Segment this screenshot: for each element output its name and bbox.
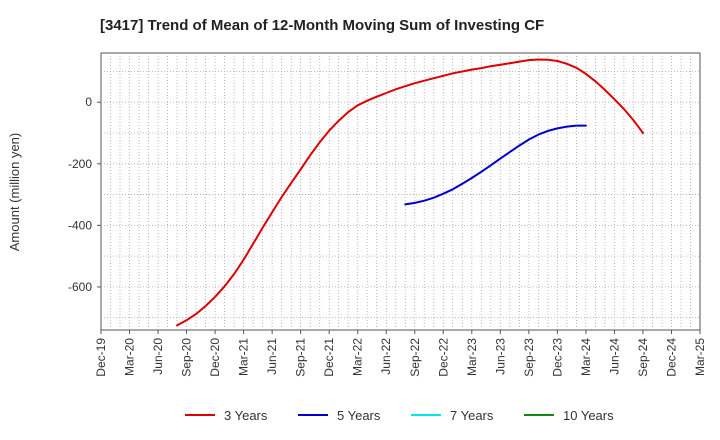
y-tick-label: -600: [68, 280, 92, 294]
legend-label: 5 Years: [337, 408, 381, 423]
x-tick-label: Dec-23: [550, 338, 564, 377]
legend-label: 3 Years: [224, 408, 268, 423]
legend-item-3-years: 3 Years: [185, 408, 268, 423]
x-tick-label: Sep-21: [294, 338, 308, 377]
x-tick-label: Mar-25: [693, 338, 707, 376]
x-tick-label: Jun-23: [493, 338, 507, 375]
x-axis-ticks: Dec-19 Mar-20 Jun-20 Sep-20 Dec-20 Mar-21 Jun-…: [94, 330, 707, 377]
series-line-3-years: [176, 58, 644, 327]
legend-item-10-years: 10 Years: [524, 408, 614, 423]
x-tick-label: Jun-20: [151, 338, 165, 375]
x-tick-label: Dec-19: [94, 338, 108, 377]
series-line-5-years: [404, 124, 587, 206]
x-tick-label: Mar-22: [351, 338, 365, 376]
x-tick-label: Mar-24: [579, 338, 593, 376]
y-tick-label: -400: [68, 218, 92, 232]
y-tick-label: -200: [68, 157, 92, 171]
legend-label: 7 Years: [450, 408, 494, 423]
x-tick-label: Sep-24: [636, 338, 650, 377]
y-tick-label: 0: [85, 95, 92, 109]
x-tick-label: Dec-24: [664, 338, 678, 377]
chart-title: [3417] Trend of Mean of 12-Month Moving …: [100, 17, 544, 34]
legend-item-5-years: 5 Years: [298, 408, 381, 423]
x-tick-label: Dec-20: [208, 338, 222, 377]
x-tick-label: Sep-22: [408, 338, 422, 377]
x-tick-label: Sep-23: [522, 338, 536, 377]
grid-lines: [101, 53, 700, 330]
y-axis-ticks: 0 -200 -400 -600: [68, 95, 101, 294]
x-tick-label: Mar-21: [237, 338, 251, 376]
series-lines: [176, 58, 644, 327]
legend: 3 Years 5 Years 7 Years 10 Years: [185, 408, 614, 423]
x-tick-label: Mar-20: [123, 338, 137, 376]
x-tick-label: Sep-20: [180, 338, 194, 377]
legend-label: 10 Years: [563, 408, 614, 423]
x-tick-label: Jun-21: [265, 338, 279, 375]
legend-item-7-years: 7 Years: [411, 408, 494, 423]
plot-border: [100, 52, 701, 331]
y-axis-label: Amount (million yen): [7, 133, 22, 252]
x-tick-label: Jun-24: [607, 338, 621, 375]
x-tick-label: Dec-21: [322, 338, 336, 377]
x-tick-label: Mar-23: [465, 338, 479, 376]
x-tick-label: Dec-22: [436, 338, 450, 377]
plot-area: [100, 52, 701, 331]
x-tick-label: Jun-22: [379, 338, 393, 375]
